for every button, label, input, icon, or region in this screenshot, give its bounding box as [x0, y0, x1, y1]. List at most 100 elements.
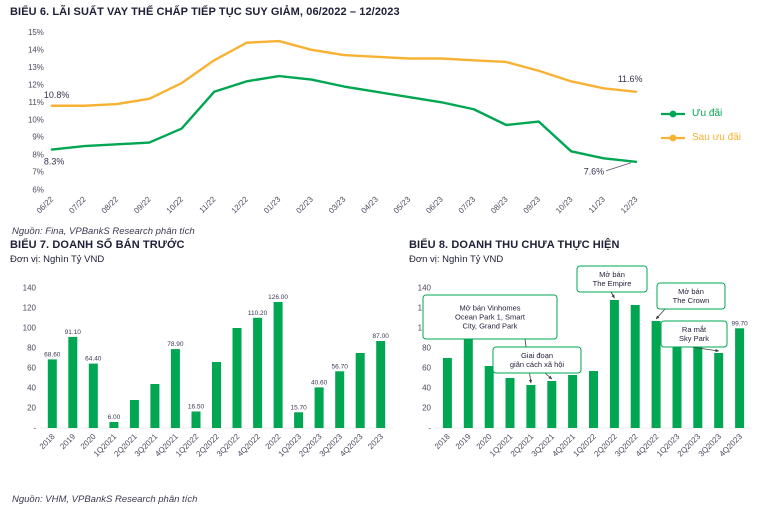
bar: [442, 358, 452, 428]
y-axis-label: 80: [27, 344, 36, 353]
bar: [672, 335, 682, 428]
y-axis-label: 15%: [28, 28, 44, 37]
chart6-title: BIỂU 6. LÃI SUẤT VAY THẾ CHẤP TIẾP TỤC S…: [10, 6, 400, 18]
callout-text: The Crown: [673, 296, 710, 305]
x-axis-label: 03/23: [327, 194, 348, 215]
chart6-row: 6% 7% 8% 9% 10% 11% 12% 13% 14% 15% 06/22 07/22 08/2…: [10, 20, 756, 225]
source-note-bottom: Nguồn: VHM, VPBankS Research phân tích: [12, 494, 198, 505]
bar: [212, 362, 221, 428]
leader-line: [606, 162, 632, 172]
y-axis-label: 40: [422, 384, 431, 393]
bar: [630, 305, 640, 428]
callout-box: [492, 346, 582, 374]
y-axis-label: 100: [23, 324, 37, 333]
callout-arrow: [690, 346, 720, 353]
callout-arrow: [655, 308, 666, 320]
y-axis-label: 9%: [32, 133, 44, 142]
unearned-revenue-bar-chart: -204060801001201402018201920201Q20212Q20…: [418, 265, 752, 459]
callout-box: [656, 282, 726, 310]
y-axis-label: -: [428, 424, 431, 433]
x-axis-label: 2019: [58, 432, 77, 451]
bar-value-label: 78.90: [167, 341, 184, 348]
bar: [547, 381, 557, 428]
bar: [651, 321, 661, 428]
bar: [505, 378, 515, 428]
x-axis-label: 06/22: [35, 194, 56, 215]
bar: [170, 349, 180, 428]
bar-value-label: 87.00: [373, 333, 390, 340]
bar-value-label: 126.00: [268, 294, 288, 301]
legend-dot: [669, 110, 677, 117]
y-axis-label: -: [33, 424, 36, 433]
legend-item-sau-uu-dai: Sau ưu đãi: [660, 132, 756, 143]
y-axis-label: 20: [27, 404, 36, 413]
x-axis-label: 10/22: [165, 194, 186, 215]
bar: [273, 302, 283, 428]
bar: [355, 353, 365, 428]
y-axis-label: 120: [23, 304, 37, 313]
line-series-1: [50, 39, 638, 107]
bar-value-label: 16.50: [188, 404, 205, 411]
chart6-block: BIỂU 6. LÃI SUẤT VAY THẾ CHẤP TIẾP TỤC S…: [10, 6, 756, 237]
legend-item-uu-dai: Ưu đãi: [660, 108, 756, 119]
x-axis-label: 12/22: [230, 194, 251, 215]
x-axis-label: 11/23: [587, 194, 607, 214]
bar: [88, 363, 98, 428]
x-axis-label: 4Q2023: [718, 432, 745, 459]
y-axis-label: 12%: [28, 80, 44, 89]
chart8-block: BIỂU 8. DOANH THU CHƯA THỰC HIỆN Đơn vị:…: [409, 239, 754, 493]
bar-value-label: 110.20: [248, 310, 268, 317]
y-axis-label: 10%: [28, 115, 44, 124]
bar: [232, 328, 242, 428]
callout-text: Ocean Park 1, Smart: [455, 313, 526, 322]
callout-text: Mở bán Vinhomes: [459, 304, 520, 313]
y-axis-label: 140: [23, 284, 37, 293]
x-axis-label: 2018: [433, 432, 452, 451]
bar: [47, 359, 57, 428]
bar: [294, 412, 304, 428]
callout-text: giãn cách xã hội: [510, 360, 565, 369]
legend-label: Sau ưu đãi: [692, 132, 741, 143]
y-axis-label: 13%: [28, 63, 44, 72]
line-marker-icon: [661, 110, 685, 117]
bar-value-label: 40.60: [311, 379, 328, 386]
x-axis-label: 06/23: [424, 194, 445, 215]
bar: [568, 375, 578, 428]
callout-text: Mở bán: [678, 287, 704, 296]
bar-value-label: 56.70: [332, 363, 349, 370]
presales-bar-chart: - 20 40 60 80 100 120 140 68.60 2018 91.10 2019 64.4…: [23, 284, 393, 459]
x-axis-label: 10/23: [554, 194, 575, 215]
x-axis-label: 08/22: [100, 194, 121, 215]
callout-text: The Empire: [593, 279, 632, 288]
y-axis-label: 14%: [28, 45, 44, 54]
chart8-unit: Đơn vị: Nghìn Tỷ VND: [409, 254, 504, 265]
bar: [150, 384, 160, 428]
y-axis-label: 8%: [32, 150, 44, 159]
x-axis-label: 08/23: [489, 194, 510, 215]
chart7-title: BIỂU 7. DOANH SỐ BÁN TRƯỚC: [10, 239, 185, 251]
callout-box: [660, 320, 728, 348]
x-axis-label: 05/23: [392, 194, 413, 215]
y-axis-label: 60: [422, 364, 431, 373]
x-axis-label: 04/23: [359, 194, 380, 215]
bar-value-label: 68.60: [44, 351, 61, 358]
bar: [463, 338, 473, 428]
x-axis-label: 07/22: [67, 194, 88, 215]
chart7-block: BIỂU 7. DOANH SỐ BÁN TRƯỚC Đơn vị: Nghìn…: [10, 239, 395, 493]
x-axis-label: 4Q2022: [236, 432, 263, 459]
callout-text: Mở bán: [599, 270, 625, 279]
bar: [714, 353, 724, 428]
y-axis-label: 40: [27, 384, 36, 393]
y-axis-label: 60: [27, 364, 36, 373]
callout-box: [576, 265, 648, 293]
source-note-top: Nguồn: Fina, VPBankS Research phân tích: [12, 226, 195, 237]
bar: [526, 385, 536, 428]
callout-box: [422, 294, 558, 340]
bar: [335, 371, 345, 428]
legend-label: Ưu đãi: [692, 108, 723, 119]
bar: [735, 328, 745, 428]
callout-arrow: [610, 291, 615, 299]
x-axis-label: 07/23: [457, 194, 478, 215]
bar: [484, 366, 494, 428]
bar: [589, 371, 598, 428]
